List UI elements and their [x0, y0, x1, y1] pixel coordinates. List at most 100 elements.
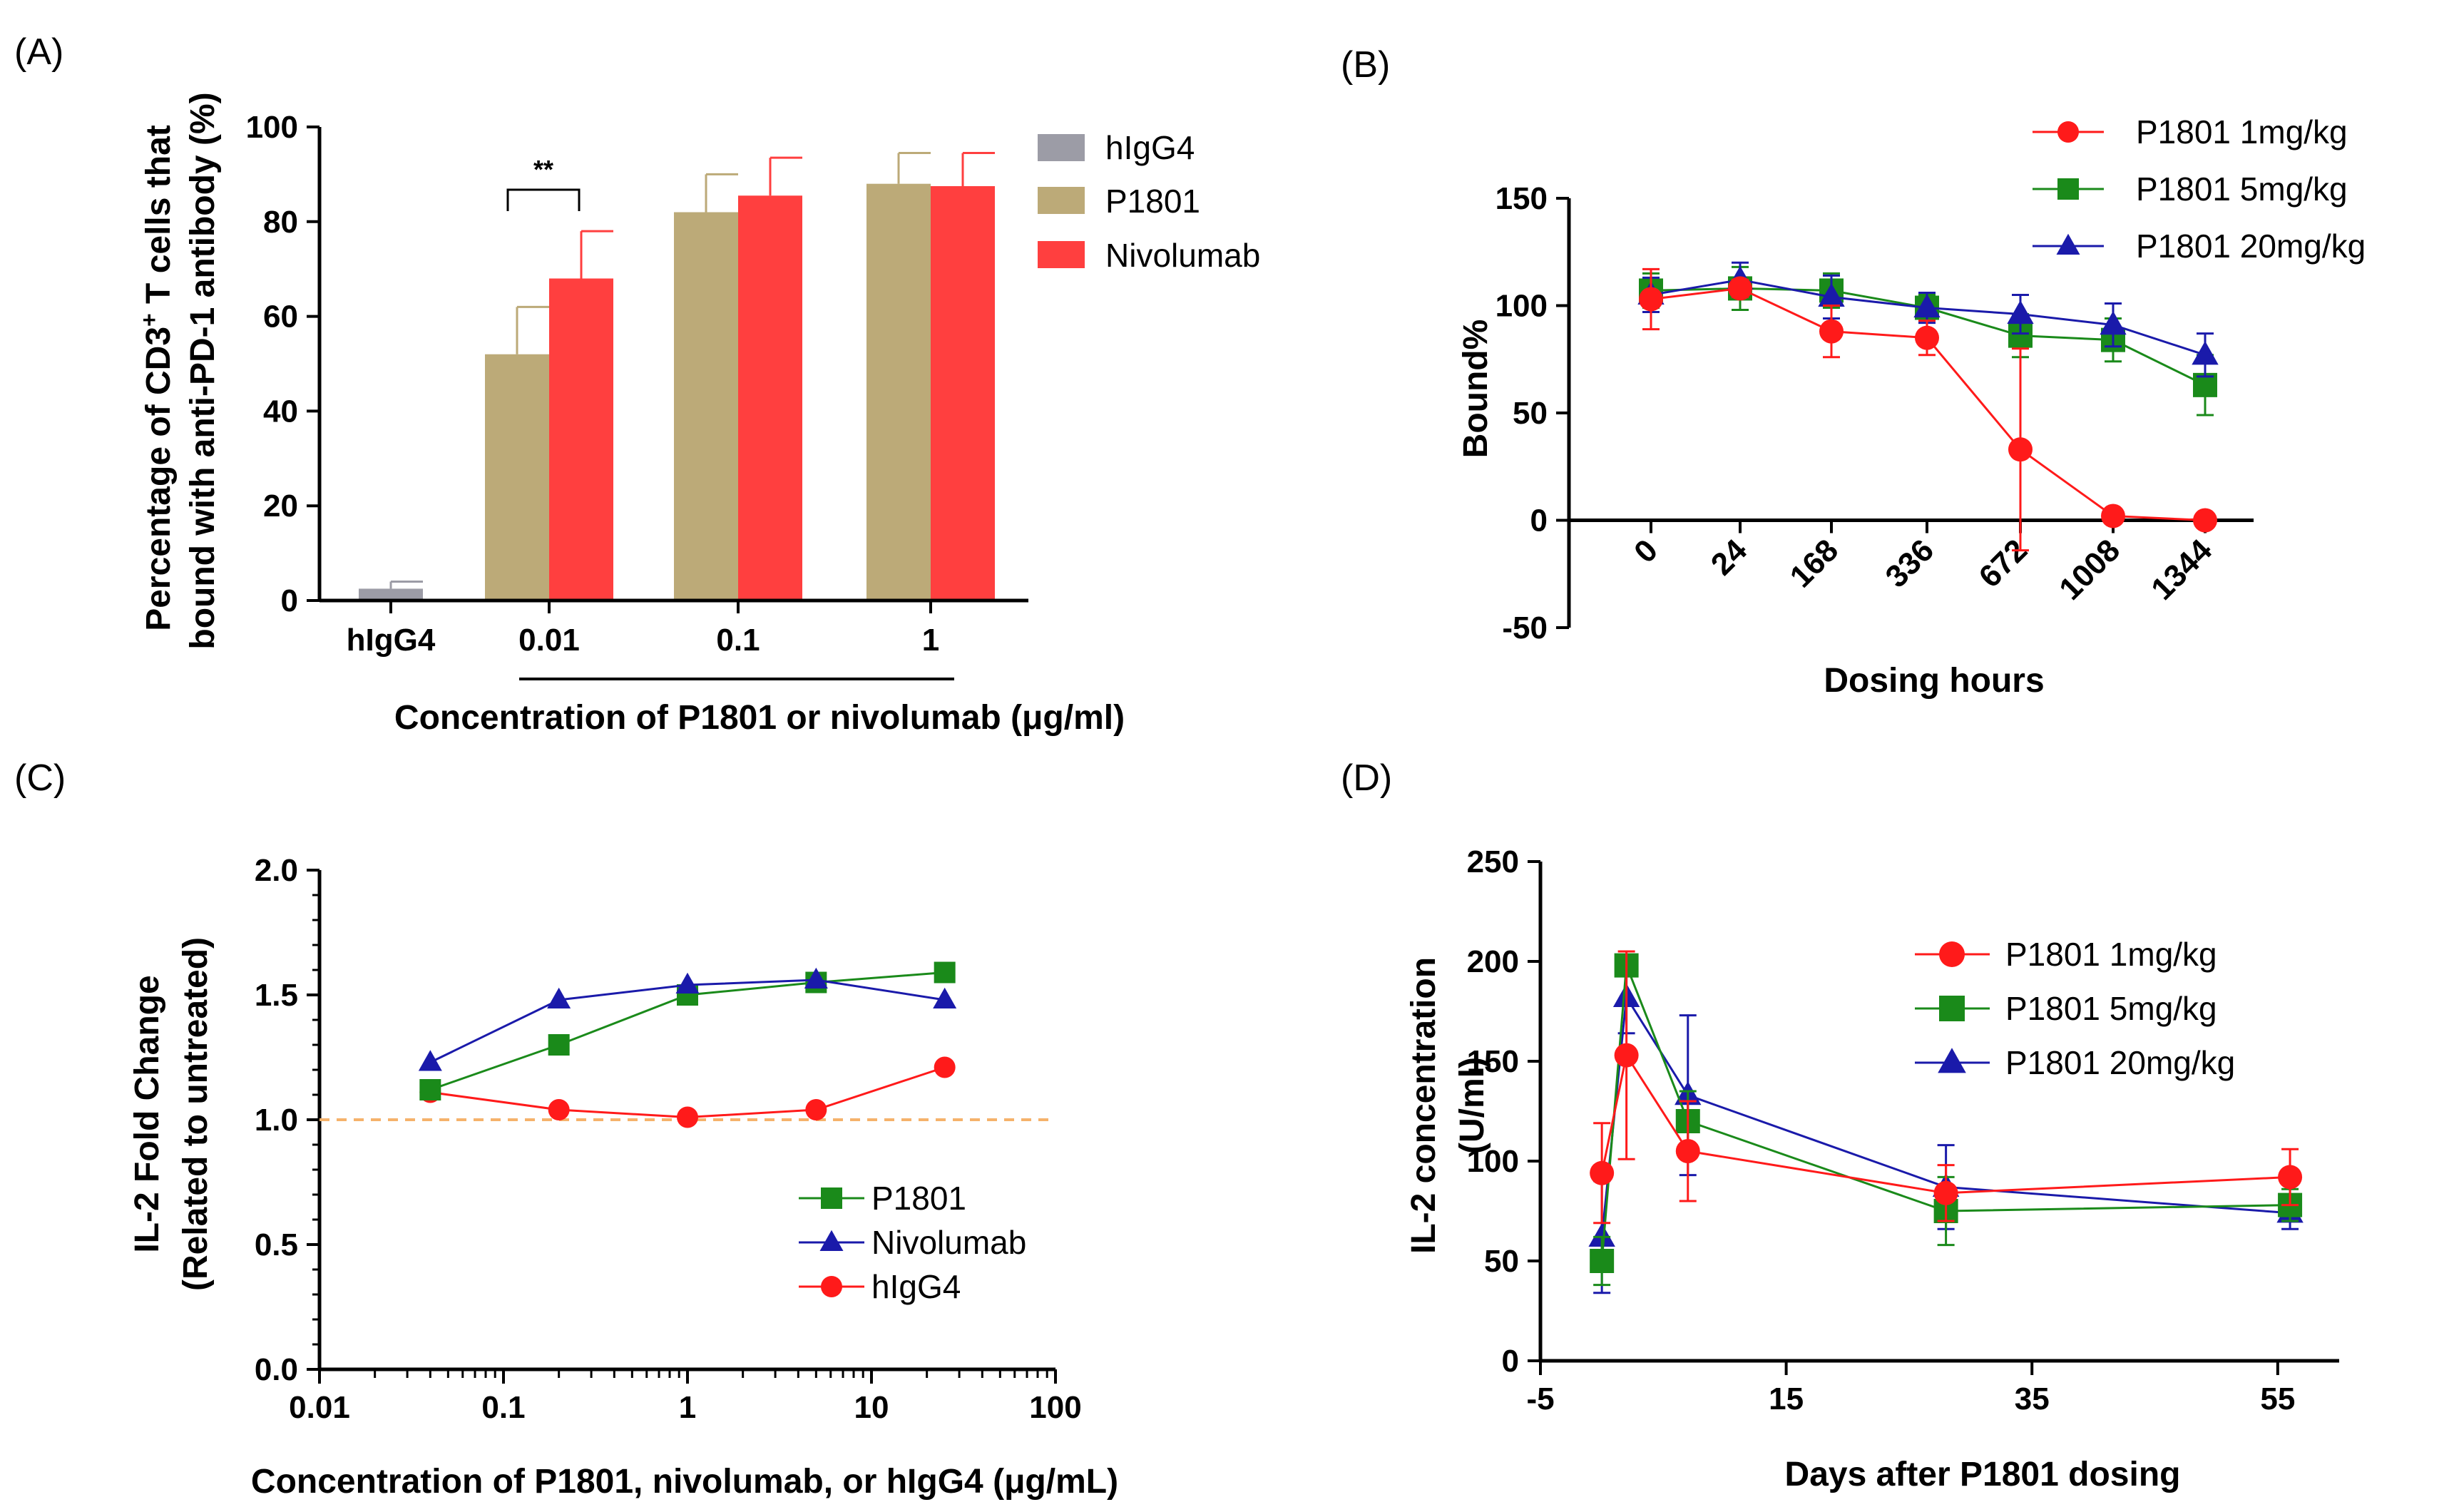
panel-b-series: [1637, 261, 2219, 552]
panel-b-legend-marker: [2057, 178, 2079, 200]
panel-b-legend-marker: [2057, 121, 2079, 143]
panel-c-y-tick-label: 2.0: [255, 853, 298, 888]
panel-d-point-P1801 1mg/kg: [1675, 1139, 1700, 1163]
panel-b-x-tick-label: 672: [1973, 533, 2035, 595]
panel-d-point-P1801 1mg/kg: [2278, 1165, 2303, 1190]
panel-a-x-tick-label: 0.1: [716, 623, 760, 658]
panel-a-y-tick-label: 80: [263, 205, 298, 240]
panel-d-legend-label: P1801 1mg/kg: [2005, 936, 2217, 973]
panel-c-legend-marker: [821, 1187, 842, 1209]
panel-d-ylabel-line1: IL-2 concentration: [1405, 957, 1443, 1254]
panel-b-legend-marker: [2056, 233, 2080, 255]
panel-b-point-P1801 20mg/kg: [2100, 311, 2127, 335]
panel-d-point-P1801 5mg/kg: [1590, 1249, 1615, 1273]
panel-b: (B) Bound% Dosing hours -50 0 50 100 150 0 24 1…: [1341, 44, 2366, 700]
panel-d-legend-marker: [1939, 996, 1965, 1021]
panel-c-legend-label: hIgG4: [871, 1268, 961, 1305]
panel-d-y-tick-label: 250: [1467, 844, 1519, 879]
panel-b-point-P1801 20mg/kg: [1818, 282, 1845, 307]
legend-swatch-hIgG4: [1038, 134, 1085, 161]
panel-c-point-P1801: [934, 961, 956, 984]
panel-a-label: (A): [14, 31, 63, 73]
panel-a-legend: hIgG4 P1801 Nivolumab: [1038, 129, 1260, 274]
panel-b-x-tick-label: 168: [1784, 533, 1846, 595]
panel-d-x-tick-label: 35: [2015, 1381, 2050, 1416]
panel-a-x-tick-label: 0.01: [518, 623, 580, 658]
panel-b-ylabel: Bound%: [1457, 320, 1495, 459]
panel-c-x-tick-label: 100: [1029, 1390, 1081, 1425]
panel-a-x-tick-label: hIgG4: [347, 623, 436, 658]
panel-c-label: (C): [14, 757, 66, 799]
panel-a-y-tick-label: 100: [246, 110, 298, 145]
panel-d-point-P1801 20mg/kg: [1588, 1222, 1615, 1247]
panel-b-point-P1801 1mg/kg: [1639, 287, 1663, 312]
panel-b-point-P1801 1mg/kg: [2101, 504, 2125, 528]
legend-label-P1801: P1801: [1105, 183, 1200, 220]
panel-b-legend-label: P1801 20mg/kg: [2136, 228, 2366, 265]
panel-b-y-tick-label: 50: [1513, 396, 1548, 431]
panel-c-point-hIgG4: [805, 1099, 827, 1120]
panel-b-x-tick-label: 1008: [2052, 533, 2127, 607]
panel-d-legend-label: P1801 20mg/kg: [2005, 1044, 2235, 1081]
panel-c-y-tick-label: 1.0: [255, 1103, 298, 1138]
panel-c-ylabel-line1: IL-2 Fold Change: [128, 975, 166, 1252]
panel-b-label: (B): [1341, 44, 1390, 86]
panel-c-x-tick-label: 0.1: [481, 1390, 525, 1425]
panel-d: (D) IL-2 concentration (U/ml) Days after…: [1341, 757, 2339, 1493]
panel-b-point-P1801 1mg/kg: [1915, 325, 1939, 350]
panel-b-legend-label: P1801 1mg/kg: [2136, 113, 2348, 150]
panel-c-legend-label: P1801: [871, 1180, 966, 1217]
panel-c-point-Nivolumab: [675, 972, 700, 993]
panel-a-x-tick-label: 1: [922, 623, 939, 658]
panel-c-legend: P1801 Nivolumab hIgG4: [799, 1180, 1026, 1305]
panel-a-xlabel: Concentration of P1801 or nivolumab (μg/…: [394, 699, 1125, 737]
bar-P1801-0.1: [674, 212, 738, 601]
panel-d-x-tick-label: 15: [1769, 1381, 1804, 1416]
panel-b-point-P1801 1mg/kg: [2008, 437, 2033, 462]
panel-b-point-P1801 20mg/kg: [2192, 341, 2219, 365]
panel-b-y-tick-label: 100: [1496, 289, 1548, 324]
panel-a-y-axis: 0 20 40 60 80 100: [246, 110, 322, 618]
panel-b-point-P1801 1mg/kg: [1728, 276, 1752, 301]
panel-b-legend: P1801 1mg/kg P1801 5mg/kg P1801 20mg/kg: [2033, 113, 2366, 265]
panel-d-legend-marker: [1938, 1048, 1966, 1073]
panel-a-significance-bracket: [506, 188, 581, 211]
panel-c-x-tick-label: 0.01: [289, 1390, 350, 1425]
panel-b-series-P1801 1mg/kg: [1639, 267, 2217, 552]
panel-a-y-tick-label: 60: [263, 300, 298, 334]
panel-d-y-tick-label: 100: [1467, 1144, 1519, 1179]
panel-d-y-tick-label: 200: [1467, 944, 1519, 979]
panel-b-x-tick-label: 336: [1879, 533, 1941, 595]
legend-label-Nivolumab: Nivolumab: [1105, 237, 1260, 274]
panel-b-y-tick-label: 150: [1496, 181, 1548, 216]
panel-b-point-P1801 20mg/kg: [2007, 300, 2034, 325]
panel-d-label: (D): [1341, 757, 1392, 799]
panel-c-axes: 0.0 0.5 1.0 1.5 2.0 0.01 0.1 1 10 100: [255, 853, 1082, 1425]
panel-a-ylabel-line1: Percentage of CD3+ T cells that: [136, 125, 178, 631]
panel-c-point-P1801: [548, 1034, 570, 1056]
panel-b-x-tick-label: 24: [1704, 533, 1754, 583]
panel-d-x-tick-label: -5: [1526, 1381, 1554, 1416]
panel-a-ylabel-line2: bound with anti-PD-1 antibody (%): [184, 92, 222, 649]
panel-c-y-tick-label: 0.5: [255, 1227, 298, 1262]
panel-b-y-tick-label: -50: [1502, 611, 1548, 645]
panel-d-point-P1801 1mg/kg: [1933, 1180, 1958, 1205]
panel-a-y-tick-label: 0: [281, 583, 298, 618]
panel-d-point-P1801 1mg/kg: [1614, 1043, 1639, 1068]
panel-a-y-tick-label: 20: [263, 489, 298, 523]
panel-d-legend: P1801 1mg/kg P1801 5mg/kg P1801 20mg/kg: [1915, 936, 2235, 1081]
panel-c-point-Nivolumab: [804, 967, 828, 989]
panel-a-x-axis: hIgG4 0.01 0.1 1: [319, 598, 1028, 658]
panel-c-x-tick-label: 10: [854, 1390, 889, 1425]
panel-d-ylabel-line2: (U/ml): [1453, 1057, 1491, 1154]
panel-a-y-tick-label: 40: [263, 394, 298, 429]
panel-d-y-tick-label: 50: [1484, 1244, 1519, 1279]
panel-b-series-P1801 20mg/kg: [1637, 261, 2219, 378]
panel-c-point-Nivolumab: [547, 987, 571, 1008]
panel-d-series-P1801 1mg/kg: [1590, 950, 2303, 1225]
panel-c-point-hIgG4: [934, 1056, 956, 1078]
panel-c-series-Nivolumab: [418, 967, 957, 1071]
panel-a-significance-label: **: [533, 155, 553, 184]
panel-c-point-Nivolumab: [933, 987, 957, 1008]
